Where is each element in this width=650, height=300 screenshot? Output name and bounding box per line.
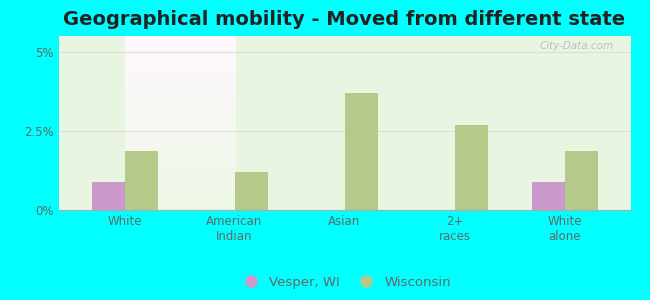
Title: Geographical mobility - Moved from different state: Geographical mobility - Moved from diffe…: [64, 10, 625, 29]
Bar: [235, 172, 268, 210]
Bar: [344, 93, 378, 210]
Text: City-Data.com: City-Data.com: [540, 41, 614, 51]
Bar: [92, 182, 125, 210]
Bar: [564, 152, 597, 210]
Bar: [125, 152, 157, 210]
Bar: [454, 124, 488, 210]
Legend: Vesper, WI, Wisconsin: Vesper, WI, Wisconsin: [232, 270, 457, 294]
Bar: [532, 182, 564, 210]
